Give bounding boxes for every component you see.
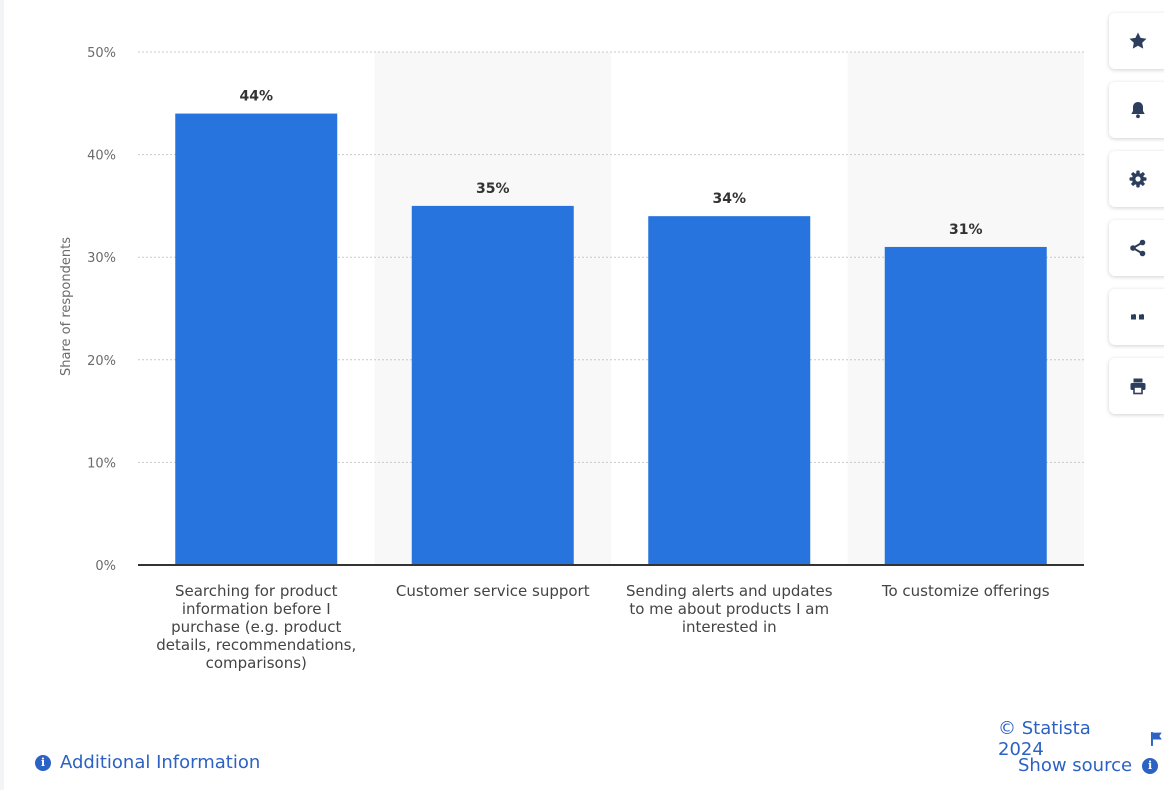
x-tick-label-line: to me about products I am — [629, 600, 829, 618]
info-icon: i — [35, 754, 51, 771]
x-tick-label-line: Searching for product — [175, 582, 338, 600]
copyright-text: © Statista 2024 — [998, 718, 1091, 760]
y-tick-label: 10% — [87, 456, 116, 471]
y-axis-ticks: 0% 10% 20% 30% 40% 50% — [87, 46, 116, 574]
print-icon — [1130, 378, 1146, 395]
additional-information-text: Additional Information — [60, 752, 261, 773]
data-labels: 44% 35% 34% 31% — [239, 89, 982, 238]
y-tick-label: 50% — [87, 46, 116, 61]
bar-chart: 0% 10% 20% 30% 40% 50% 44% 35% 34% 31% Searching… — [59, 46, 1084, 672]
share-button[interactable] — [1109, 220, 1164, 276]
y-tick-label: 30% — [87, 251, 116, 266]
x-tick-label-line: Customer service support — [396, 582, 590, 600]
favorite-button[interactable] — [1109, 13, 1164, 69]
data-label: 35% — [476, 181, 510, 197]
print-button[interactable] — [1109, 358, 1164, 414]
data-label: 44% — [239, 89, 273, 105]
quote-icon — [1131, 313, 1144, 320]
star-icon — [1129, 32, 1147, 49]
x-tick-label: Customer service support — [396, 582, 590, 600]
info-icon: i — [1142, 757, 1159, 774]
data-label: 31% — [949, 222, 983, 238]
settings-button[interactable] — [1109, 151, 1164, 207]
cite-button[interactable] — [1109, 289, 1164, 345]
x-tick-label: To customize offerings — [881, 582, 1050, 600]
chart-bars — [175, 113, 1047, 565]
x-tick-label-line: comparisons) — [206, 654, 307, 672]
y-tick-label: 40% — [87, 149, 116, 164]
x-tick-label-line: details, recommendations, — [156, 636, 356, 654]
x-tick-label-line: Sending alerts and updates — [626, 582, 833, 600]
page-edge — [0, 0, 4, 790]
bar[interactable] — [648, 216, 811, 565]
gear-icon — [1129, 170, 1147, 188]
copyright-link[interactable]: © Statista 2024 — [998, 718, 1164, 760]
bar[interactable] — [175, 113, 338, 565]
x-tick-label: Searching for product information before … — [156, 582, 356, 672]
action-sidebar — [1109, 13, 1164, 427]
y-tick-label: 0% — [95, 559, 116, 574]
additional-information-link[interactable]: i Additional Information — [35, 752, 260, 773]
bell-icon — [1131, 102, 1145, 119]
y-axis-title: Share of respondents — [59, 237, 74, 376]
x-tick-label-line: To customize offerings — [881, 582, 1050, 600]
data-label: 34% — [712, 191, 746, 207]
x-tick-label-line: information before I — [182, 600, 331, 618]
x-tick-label-line: purchase (e.g. product — [171, 618, 341, 636]
show-source-link[interactable]: Show source i — [1018, 755, 1159, 776]
show-source-text: Show source — [1018, 755, 1133, 776]
bar[interactable] — [884, 246, 1047, 565]
flag-icon — [1151, 732, 1163, 746]
x-tick-label: Sending alerts and updates to me about pr… — [626, 582, 833, 636]
share-icon — [1130, 239, 1146, 257]
x-tick-label-line: interested in — [682, 618, 777, 636]
x-axis-labels: Searching for product information before … — [156, 582, 1050, 672]
notification-button[interactable] — [1109, 82, 1164, 138]
y-tick-label: 20% — [87, 354, 116, 369]
bar[interactable] — [411, 205, 574, 565]
